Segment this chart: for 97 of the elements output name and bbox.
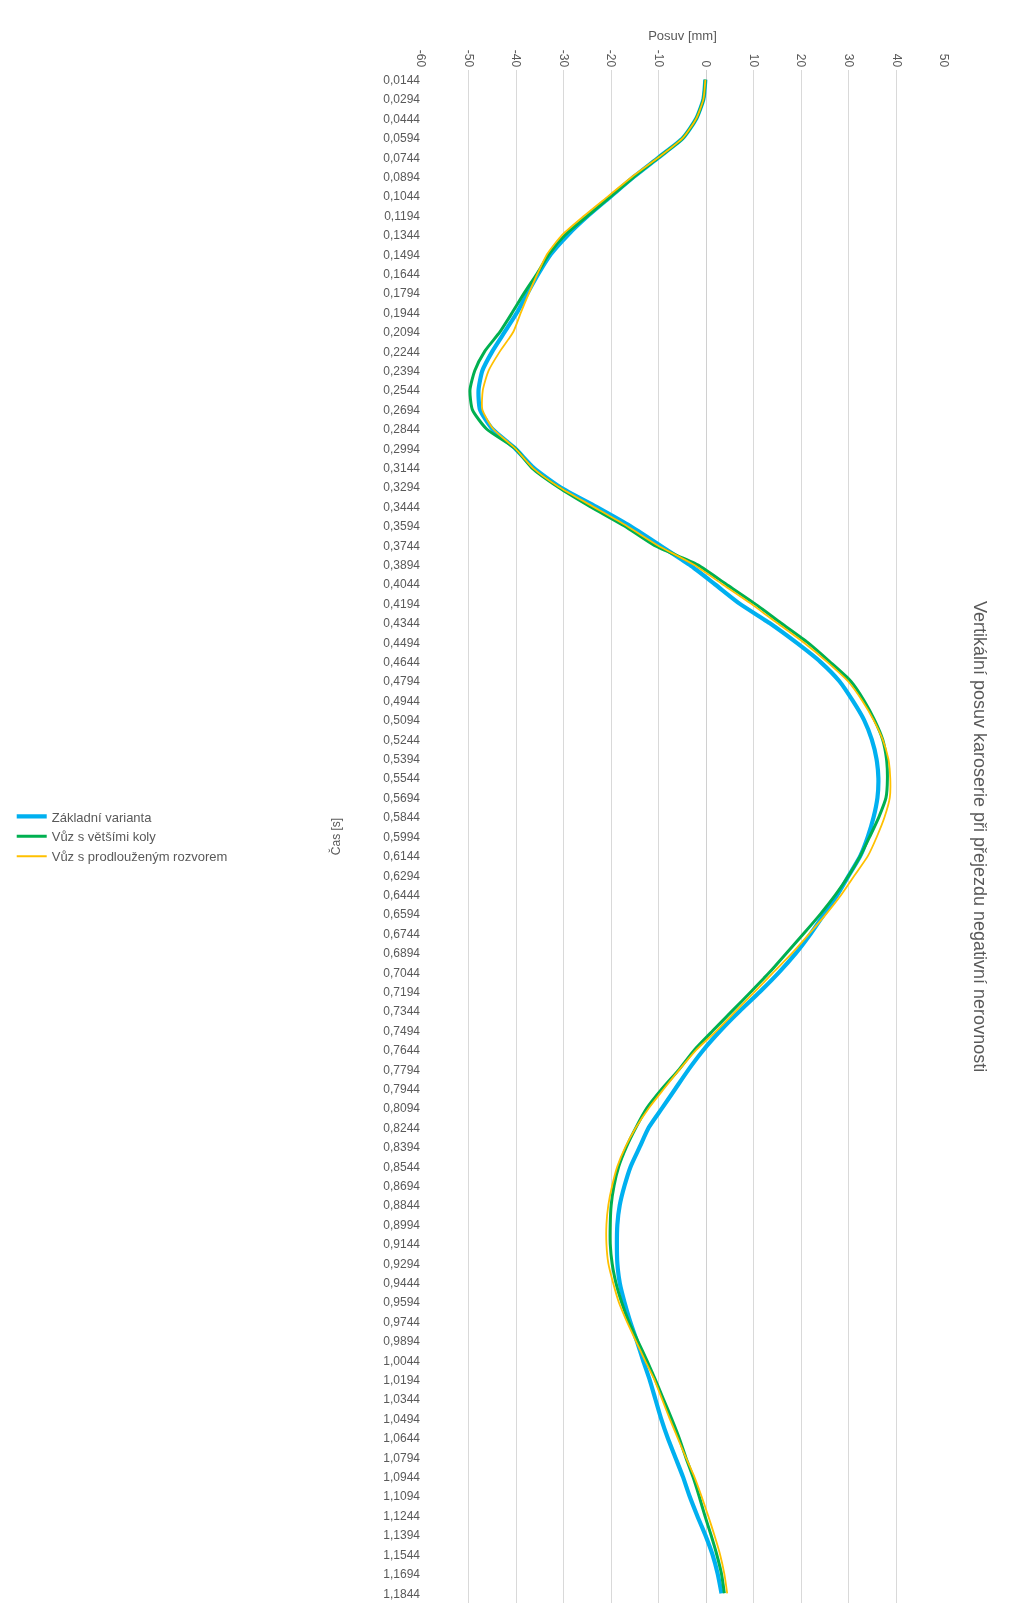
y-tick-label: 0,6444 <box>383 887 421 902</box>
legend-label: Vůz s prodlouženým rozvorem <box>51 849 228 865</box>
y-tick-label: 0,5694 <box>383 790 421 805</box>
y-tick-label: 0,6294 <box>383 868 421 883</box>
y-axis-title: Čas [s] <box>327 817 343 856</box>
y-tick-label: 0,9744 <box>383 1314 421 1329</box>
y-tick-label: 0,2094 <box>383 325 421 340</box>
x-tick-label: 10 <box>746 53 761 68</box>
x-tick-label: 20 <box>794 53 809 68</box>
y-tick-label: 0,9894 <box>383 1334 421 1349</box>
y-tick-label: 0,2244 <box>383 344 421 359</box>
y-tick-label: 0,2694 <box>383 402 421 417</box>
y-tick-label: 0,7344 <box>383 1004 421 1019</box>
y-tick-label: 1,0344 <box>383 1392 421 1407</box>
y-tick-label: 0,3144 <box>383 461 421 475</box>
y-tick-label: 1,0044 <box>383 1353 421 1368</box>
y-tick-label: 1,1094 <box>383 1489 421 1504</box>
y-tick-label: 0,1794 <box>383 286 421 301</box>
y-tick-label: 0,0894 <box>383 169 421 184</box>
y-tick-label: 0,2994 <box>383 441 421 456</box>
y-tick-label: 0,4044 <box>383 577 421 592</box>
y-tick-label: 0,1194 <box>384 208 421 223</box>
y-tick-label: 0,7944 <box>383 1081 421 1096</box>
y-tick-label: 0,9594 <box>383 1295 421 1310</box>
y-tick-label: 0,8544 <box>383 1159 421 1174</box>
y-tick-label: 0,2544 <box>383 383 421 398</box>
y-tick-label: 1,1544 <box>383 1547 421 1562</box>
y-tick-label: 1,1394 <box>383 1528 421 1543</box>
y-tick-label: 0,4194 <box>383 596 421 611</box>
y-tick-label: 0,8094 <box>383 1101 421 1116</box>
y-tick-label: 0,0294 <box>383 92 421 107</box>
x-tick-label: -50 <box>461 49 476 68</box>
y-tick-label: 0,2394 <box>383 363 421 378</box>
y-tick-label: 1,1694 <box>383 1567 421 1582</box>
y-tick-label: 0,3444 <box>383 499 421 514</box>
y-tick-label: 0,4794 <box>383 674 421 689</box>
y-tick-label: 0,8394 <box>383 1140 421 1155</box>
y-tick-label: 0,8244 <box>383 1120 421 1135</box>
y-tick-label: 0,9294 <box>383 1256 421 1271</box>
y-tick-label: 0,5844 <box>383 810 421 825</box>
x-tick-label: 40 <box>889 53 904 68</box>
y-tick-label: 1,0944 <box>383 1470 421 1485</box>
y-tick-label: 0,0444 <box>383 111 421 126</box>
y-tick-label: 0,4344 <box>383 616 421 631</box>
y-tick-label: 0,8844 <box>383 1198 421 1213</box>
x-tick-label: -60 <box>414 49 429 68</box>
x-tick-label: 0 <box>699 60 714 68</box>
y-tick-label: 0,9144 <box>383 1237 421 1252</box>
y-tick-label: 0,1494 <box>383 247 421 262</box>
x-tick-label: 50 <box>937 53 952 68</box>
x-axis-title: Posuv [mm] <box>648 27 717 43</box>
y-tick-label: 0,7194 <box>383 984 421 999</box>
y-tick-label: 0,3744 <box>383 538 421 553</box>
y-tick-label: 0,1044 <box>383 189 421 204</box>
y-tick-label: 0,4644 <box>383 655 421 670</box>
y-tick-label: 0,1944 <box>383 305 421 320</box>
y-tick-label: 0,0144 <box>383 72 421 87</box>
y-tick-label: 0,7494 <box>383 1023 421 1038</box>
y-tick-label: 1,1244 <box>383 1508 421 1523</box>
x-tick-label: -10 <box>651 49 666 68</box>
y-tick-label: 0,3594 <box>383 519 421 534</box>
y-tick-label: 0,4494 <box>383 635 421 650</box>
y-tick-label: 0,9444 <box>383 1276 421 1291</box>
y-tick-label: 0,8694 <box>383 1178 421 1193</box>
y-tick-label: 0,5994 <box>383 829 421 844</box>
y-tick-label: 0,7794 <box>383 1062 421 1077</box>
y-tick-label: 0,8994 <box>383 1217 421 1232</box>
legend-label: Základní varianta <box>51 809 153 825</box>
y-tick-label: 0,7044 <box>383 965 421 980</box>
y-tick-label: 0,0744 <box>383 150 421 165</box>
y-tick-label: 0,5394 <box>383 752 421 767</box>
y-tick-label: 0,5544 <box>383 771 421 786</box>
x-tick-label: -20 <box>604 49 619 68</box>
y-tick-label: 0,6894 <box>383 946 421 961</box>
y-tick-label: 0,3294 <box>383 480 421 495</box>
x-tick-label: -40 <box>509 49 524 68</box>
y-tick-label: 0,6594 <box>383 907 421 922</box>
y-tick-label: 0,1644 <box>383 266 421 281</box>
y-tick-label: 1,0794 <box>383 1450 421 1465</box>
y-tick-label: 0,6144 <box>383 849 421 864</box>
text: Vertikální posuv karoserie při přejezdu negativní nerovnosti <box>970 600 991 1073</box>
y-tick-label: 0,0594 <box>383 131 421 146</box>
y-tick-label: 0,6744 <box>383 926 421 941</box>
y-tick-label: 1,0194 <box>383 1373 421 1388</box>
y-tick-label: 0,1344 <box>383 228 421 243</box>
x-tick-label: -30 <box>556 49 571 68</box>
y-tick-label: 1,1844 <box>383 1586 421 1601</box>
y-tick-label: 1,0644 <box>383 1431 421 1446</box>
y-tick-label: 0,5094 <box>383 713 421 728</box>
legend-label: Vůz s většími koly <box>51 829 157 845</box>
y-tick-label: 1,0494 <box>383 1411 421 1426</box>
y-tick-label: 0,7644 <box>383 1043 421 1058</box>
y-tick-label: 0,4944 <box>383 693 421 708</box>
y-tick-label: 0,2844 <box>383 422 421 437</box>
y-tick-label: 0,3894 <box>383 558 421 573</box>
y-tick-label: 0,5244 <box>383 732 421 747</box>
x-tick-label: 30 <box>842 53 857 68</box>
